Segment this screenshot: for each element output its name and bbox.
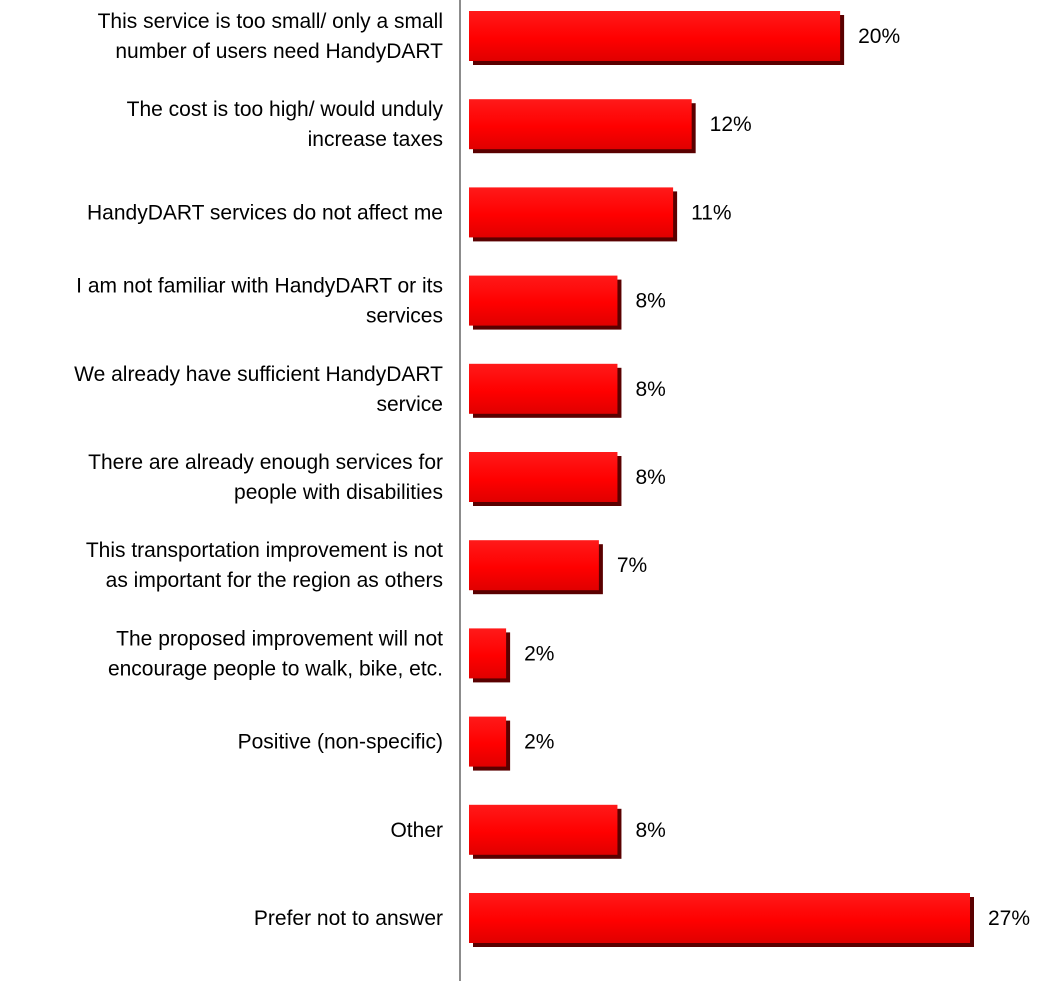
bar — [469, 11, 841, 61]
bar-value-label: 7% — [617, 554, 647, 577]
category-label: The cost is too high/ would unduly increa… — [127, 98, 444, 151]
bar — [469, 275, 618, 326]
category-label: We already have sufficient HandyDART serv… — [74, 363, 443, 416]
category-label-line: Prefer not to answer — [254, 907, 443, 930]
category-label: I am not familiar with HandyDART or its s… — [76, 275, 443, 328]
category-label-line: Other — [390, 819, 443, 842]
category-label-line: services — [366, 305, 443, 328]
category-label-line: HandyDART services do not affect me — [87, 201, 443, 224]
category-label-line: number of users need HandyDART — [115, 40, 443, 63]
bar-value-label: 11% — [691, 201, 731, 224]
bar-value-label: 8% — [635, 466, 665, 489]
bar — [469, 893, 970, 943]
bar — [469, 187, 674, 238]
bar — [469, 716, 507, 767]
category-label-line: We already have sufficient HandyDART — [74, 363, 443, 386]
category-label-line: There are already enough services for — [88, 451, 443, 474]
category-label-line: service — [376, 393, 443, 416]
category-label-line: increase taxes — [308, 128, 443, 151]
bar — [469, 363, 618, 414]
category-label: There are already enough services for peo… — [88, 451, 443, 504]
category-label: Positive (non-specific) — [238, 731, 443, 754]
bar — [469, 99, 692, 150]
bar-value-label: 12% — [710, 113, 752, 136]
bar — [469, 452, 618, 502]
bar-value-label: 8% — [635, 290, 665, 313]
bar — [469, 540, 599, 591]
category-label: Prefer not to answer — [254, 907, 443, 930]
category-label-line: The cost is too high/ would unduly — [127, 98, 444, 121]
category-label-line: I am not familiar with HandyDART or its — [76, 275, 443, 298]
bar — [469, 804, 618, 855]
category-label-line: people with disabilities — [234, 481, 443, 504]
bar-value-label: 2% — [524, 642, 554, 665]
category-label-line: encourage people to walk, bike, etc. — [108, 657, 443, 680]
bar — [469, 628, 507, 679]
bar-value-label: 8% — [635, 819, 665, 842]
category-label: The proposed improvement will not encoura… — [108, 627, 443, 680]
bar-value-label: 20% — [858, 25, 900, 48]
category-label-line: Positive (non-specific) — [238, 731, 443, 754]
bar-value-label: 2% — [524, 731, 554, 754]
category-label: This transportation improvement is not as… — [86, 539, 443, 592]
category-label-line: This transportation improvement is not — [86, 539, 443, 562]
category-label-line: This service is too small/ only a small — [98, 10, 443, 33]
category-label: This service is too small/ only a small n… — [98, 10, 444, 63]
category-label: Other — [390, 819, 443, 842]
bar-value-label: 27% — [988, 907, 1030, 930]
category-label: HandyDART services do not affect me — [87, 201, 443, 224]
category-label-line: The proposed improvement will not — [116, 627, 443, 650]
category-label-line: as important for the region as others — [106, 569, 443, 592]
bar-value-label: 8% — [635, 378, 665, 401]
